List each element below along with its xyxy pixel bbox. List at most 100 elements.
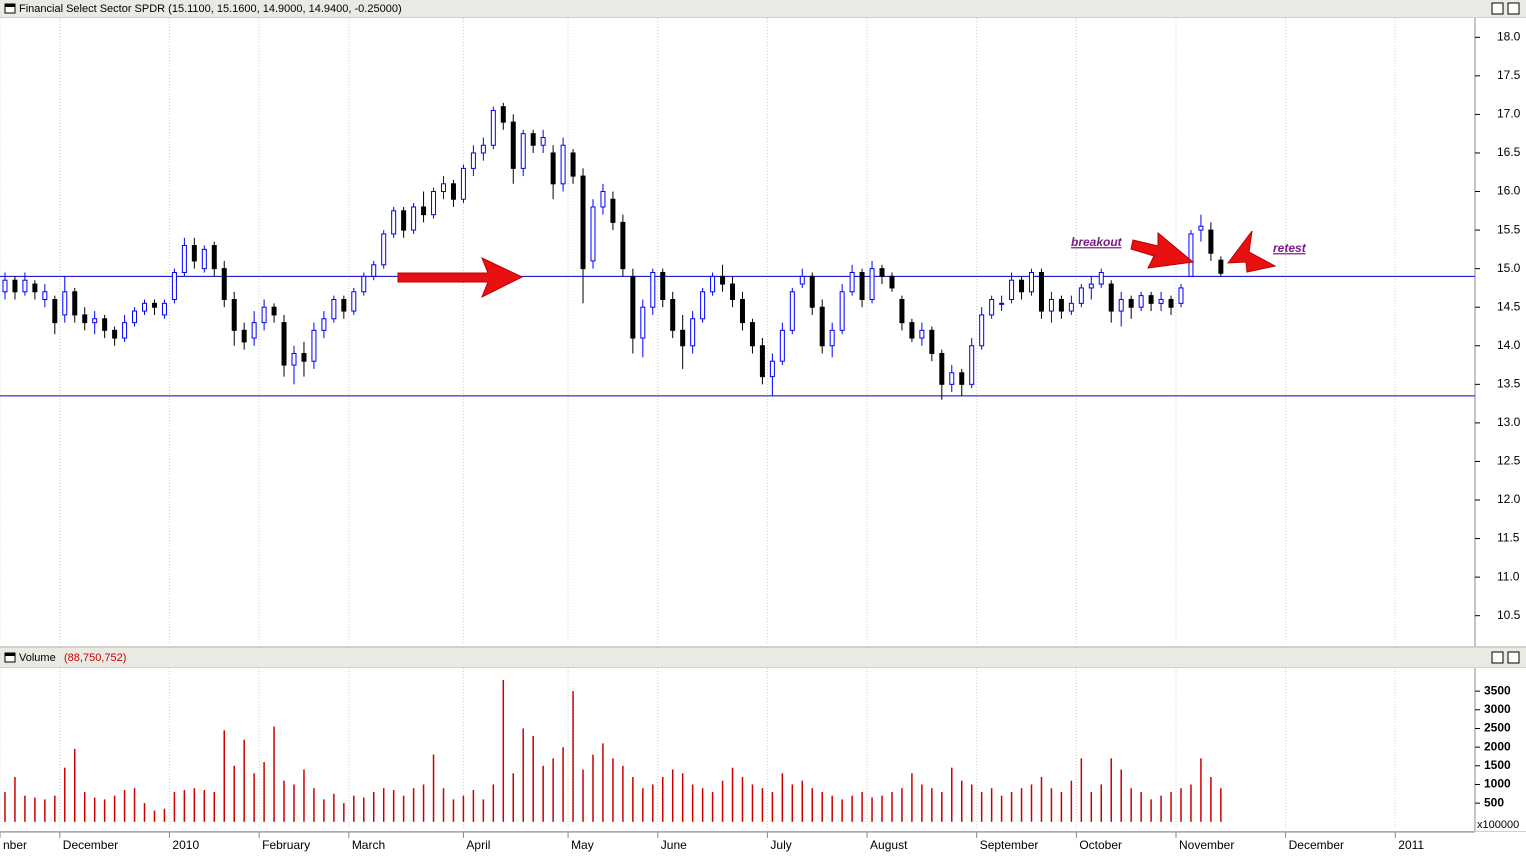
volume-bar [64,767,66,822]
volume-bar [532,735,534,822]
candle-body [431,191,437,216]
header-bar [0,0,1526,17]
max-button[interactable] [1507,2,1520,15]
candle-body [440,183,446,193]
candle-body [211,245,217,270]
candle-body [730,283,736,300]
candle-body [999,302,1005,305]
min-button[interactable] [1491,2,1504,15]
candle-body [72,291,78,316]
volume-bar [1160,795,1162,822]
candle-body [769,360,775,378]
candle-body [12,279,18,293]
candle-body [1108,283,1114,312]
candle-body [161,302,167,316]
volume-bar [263,762,265,822]
candle-body [909,322,915,339]
candle-body [510,121,516,169]
arrow [1130,231,1195,269]
y-tick-label: 3500 [1484,683,1511,697]
x-tick-label: 2010 [172,838,199,852]
y-tick-label: 15.0 [1497,261,1521,275]
volume-bar [1140,791,1142,822]
candle-body [92,318,98,324]
max-button[interactable] [1507,651,1520,664]
candle-body [819,306,825,347]
volume-bar [761,788,764,822]
volume-bar [1170,791,1172,822]
volume-bar [612,758,614,822]
x-tick-label: February [262,838,310,852]
candle-body [171,272,177,300]
candle-body [102,318,108,331]
candle-body [261,306,267,324]
volume-bar [1060,791,1063,822]
y-tick-label: 17.0 [1497,107,1521,121]
candle-body [889,275,895,289]
candle-body [690,318,696,347]
volume-bar [482,799,485,822]
volume-bar [273,726,275,822]
candle-body [361,275,367,293]
candle-body [600,191,606,208]
volume-bar [562,747,564,822]
volume-bar [980,791,983,822]
candle-body [231,298,237,331]
candle-body [22,279,28,293]
volume-bar [901,788,903,822]
volume-bar [711,791,714,822]
candle-body [670,298,676,331]
annotation: retest [1273,241,1307,255]
volume-bar [442,788,445,822]
candle-body [680,329,686,347]
y-tick-label: 2000 [1484,739,1511,753]
volume-bar [771,791,774,822]
y-tick-label: 13.0 [1497,415,1521,429]
y-tick-label: 500 [1484,795,1504,809]
y-tick-label: 16.0 [1497,184,1521,198]
volume-bar [751,784,754,822]
candle-body [321,318,327,331]
x-tick-label: nber [3,838,27,852]
candle-body [62,291,68,316]
candle-body [52,298,58,324]
candle-body [700,291,706,320]
volume-bar [163,808,166,822]
candle-body [1208,229,1214,254]
panel-icon [5,4,15,7]
candle-body [1009,279,1015,300]
candle-body [181,245,187,274]
volume-bar [602,743,604,822]
volume-bar [283,780,285,822]
price-panel [0,18,1526,646]
y-tick-label: 14.0 [1497,338,1521,352]
volume-bar [173,791,176,822]
volume-bar [652,784,654,822]
candle-body [371,264,377,277]
y-tick-label: 3000 [1484,702,1511,716]
candle-body [879,268,885,277]
candle-body [540,137,546,146]
candle-body [2,279,8,293]
candle-body [1088,283,1094,289]
min-button[interactable] [1491,651,1504,664]
volume-value: (88,750,752) [64,652,126,664]
volume-bar [83,791,86,822]
candle-body [311,329,317,362]
volume-bar [1150,799,1152,822]
x-tick-label: May [571,838,594,852]
candle-body [969,345,975,385]
volume-bar [133,788,136,822]
candle-body [460,167,466,200]
volume-bar [931,788,933,822]
candle-body [650,272,656,308]
volume-bar [990,788,993,822]
candle-body [1128,298,1134,308]
volume-bar [552,758,554,822]
candle-body [949,372,955,385]
volume-bar [253,773,255,822]
y-tick-label: 10.5 [1497,608,1521,622]
volume-bar [243,739,245,822]
y-tick-label: 13.5 [1497,377,1521,391]
candle-body [301,352,307,362]
